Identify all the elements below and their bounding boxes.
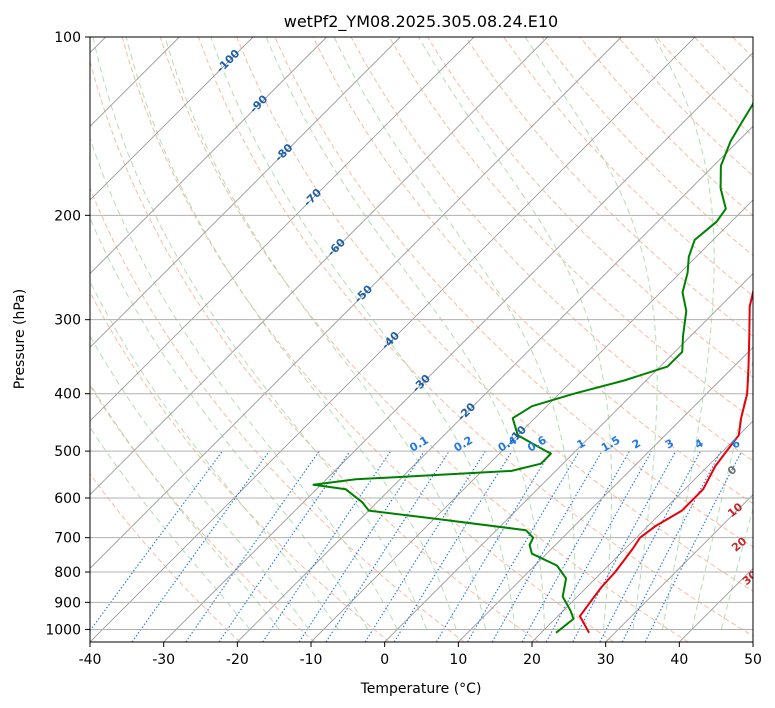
dry-adiabat-line <box>121 37 614 642</box>
isotherm-line <box>310 199 753 642</box>
mixing-ratio-line <box>298 450 425 642</box>
chart-title: wetPf2_YM08.2025.305.08.24.E10 <box>284 12 558 32</box>
x-tick-label: 0 <box>380 652 389 668</box>
isotherm-line <box>90 37 622 569</box>
y-tick-label: 1000 <box>45 622 81 638</box>
temperature-profile-line <box>578 288 753 634</box>
x-tick-label: -30 <box>152 652 175 668</box>
y-tick-label: 300 <box>54 313 81 329</box>
y-tick-label: 900 <box>54 595 81 611</box>
moist-adiabat-line <box>90 334 310 630</box>
moist-adiabat-line <box>653 37 715 630</box>
isotherm-line <box>90 37 401 348</box>
mixing-ratio-line <box>435 450 552 642</box>
isotherm-line <box>90 37 327 275</box>
mixing-ratio-line <box>545 450 653 642</box>
x-tick-label: 20 <box>523 652 541 668</box>
dry-adiabat-line <box>198 37 753 637</box>
moist-adiabat-line <box>265 37 546 630</box>
mixing-ratio-line <box>644 450 743 642</box>
dewpoint-profile-line <box>312 100 753 634</box>
moist-adiabat-line <box>90 216 369 630</box>
mixing-ratio-line <box>393 450 513 642</box>
plot-frame <box>89 36 754 643</box>
isotherm-line <box>163 52 753 642</box>
dry-adiabat-line <box>90 59 540 642</box>
isotherm-line <box>90 37 475 422</box>
x-tick-label: -20 <box>226 652 249 668</box>
moist-adiabat-line <box>333 37 576 630</box>
mixing-ratio-line <box>521 450 630 642</box>
mixing-ratio-line <box>90 450 223 632</box>
mixing-ratio-line <box>185 450 320 642</box>
dry-adiabat-line <box>159 37 689 642</box>
moist-adiabat-line <box>720 506 753 630</box>
dry-adiabat-line <box>274 37 753 548</box>
isotherm-line <box>90 37 696 642</box>
isotherm-line <box>90 37 254 201</box>
x-tick-label: 30 <box>597 652 615 668</box>
isotherm-line <box>384 273 753 642</box>
moist-adiabat-line <box>691 358 753 630</box>
dry-adiabat-line <box>236 37 753 592</box>
profile-lines <box>312 100 753 634</box>
moist-adiabat-line <box>125 37 457 630</box>
x-tick-label: -10 <box>300 652 323 668</box>
dry-adiabat-line <box>503 37 753 297</box>
mixing-ratio-line <box>218 450 351 642</box>
moist-adiabat-line <box>90 136 398 630</box>
mixing-ratio-line <box>262 450 392 642</box>
isotherm-line <box>237 125 753 642</box>
y-axis-label: Pressure (hPa) <box>12 289 28 389</box>
mixing-ratio-line <box>572 450 677 642</box>
dry-adiabat-line <box>90 472 241 642</box>
mixing-ratio-line <box>599 450 701 642</box>
y-tick-label: 700 <box>54 531 81 547</box>
axes: -40 -30 -20 -10 0 10 20 30 40 50 100 200 300 400 500 60… <box>45 30 762 668</box>
moist-adiabat-line <box>524 37 658 630</box>
moist-adiabat-line <box>90 280 339 630</box>
y-tick-label: 400 <box>54 387 81 403</box>
y-tick-label: 800 <box>54 565 81 581</box>
y-tick-label: 100 <box>54 30 81 46</box>
isotherm-line <box>531 420 753 642</box>
moist-adiabat-line <box>90 382 280 630</box>
moist-adiabat-line <box>92 37 428 630</box>
isotherm-line <box>90 37 548 496</box>
isotherm-line <box>605 494 753 642</box>
x-tick-label: 40 <box>670 652 688 668</box>
mixing-ratio-line <box>325 450 450 642</box>
y-tick-label: 200 <box>54 208 81 224</box>
x-tick-label: 50 <box>744 652 762 668</box>
x-tick-label: -40 <box>79 652 102 668</box>
moist-adiabat-line <box>210 37 516 630</box>
y-tick-label: 600 <box>54 491 81 507</box>
mixing-ratio-line <box>131 450 270 642</box>
moist-adiabat-line <box>90 426 251 630</box>
x-axis-label: Temperature (°C) <box>360 681 482 697</box>
dry-adiabat-line <box>90 291 390 642</box>
dry-adiabat-line <box>350 37 753 462</box>
y-tick-label: 500 <box>54 444 81 460</box>
isotherm-line <box>458 346 753 642</box>
mixing-ratio-line <box>364 450 486 642</box>
moist-adiabat-line <box>418 37 613 630</box>
x-tick-label: 10 <box>449 652 467 668</box>
dry-adiabat-line <box>90 186 465 642</box>
dry-adiabat-line <box>426 37 753 378</box>
